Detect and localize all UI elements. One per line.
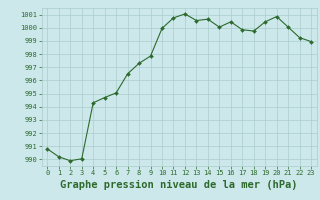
X-axis label: Graphe pression niveau de la mer (hPa): Graphe pression niveau de la mer (hPa) xyxy=(60,180,298,190)
